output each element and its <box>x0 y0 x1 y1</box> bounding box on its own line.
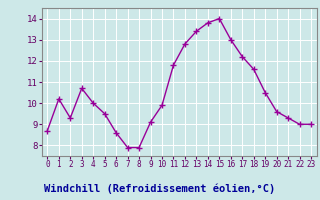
Text: Windchill (Refroidissement éolien,°C): Windchill (Refroidissement éolien,°C) <box>44 183 276 194</box>
